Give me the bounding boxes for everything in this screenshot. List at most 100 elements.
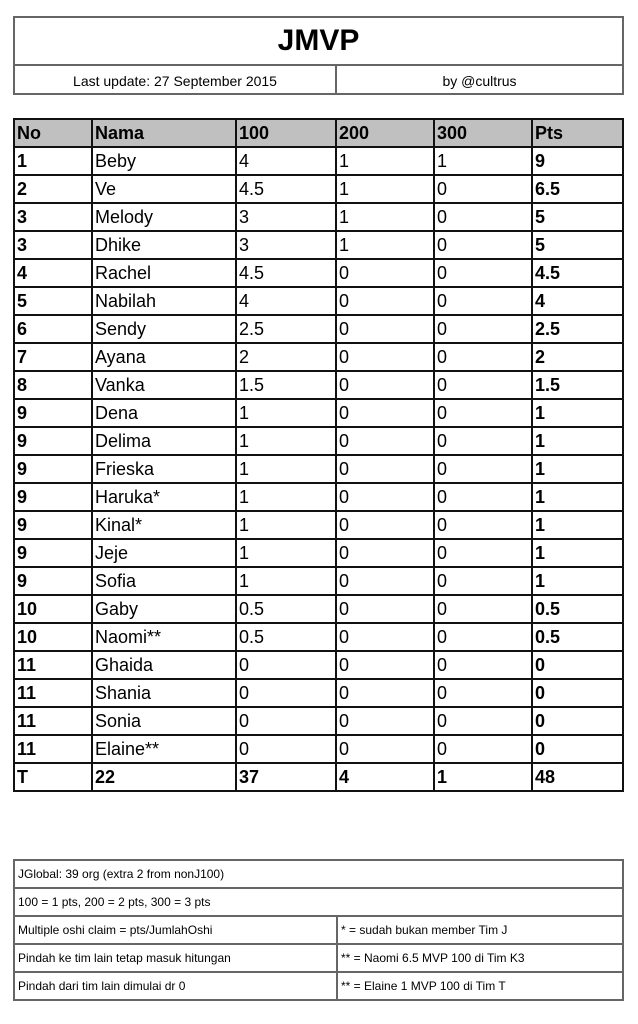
table-row-count-200: 1	[335, 146, 435, 176]
table-total-row-count-100: 37	[235, 762, 337, 792]
table-row-count-300: 0	[433, 286, 533, 316]
table-row-count-300: 0	[433, 174, 533, 204]
table-row-pts: 4	[531, 286, 624, 316]
table-row-count-100: 3	[235, 202, 337, 232]
table-row-count-100: 4	[235, 286, 337, 316]
table-row-no: 9	[13, 398, 93, 428]
table-row-count-200: 1	[335, 230, 435, 260]
table-row-count-300: 0	[433, 314, 533, 344]
table-row-count-300: 0	[433, 398, 533, 428]
table-row-no: 5	[13, 286, 93, 316]
last-update: Last update: 27 September 2015	[15, 66, 337, 95]
table-row-count-300: 0	[433, 202, 533, 232]
table-row-name: Nabilah	[91, 286, 237, 316]
table-row-name: Beby	[91, 146, 237, 176]
table-header: No Nama 100 200 300 Pts	[13, 118, 624, 148]
table-row-name: Gaby	[91, 594, 237, 624]
table-row-count-100: 0.5	[235, 594, 337, 624]
table-row-count-200: 0	[335, 650, 435, 680]
page-title: JMVP	[15, 18, 622, 66]
table-row-count-300: 0	[433, 650, 533, 680]
table-row-count-200: 0	[335, 678, 435, 708]
table-row: 6 Sendy 2.5 0 0 2.5	[13, 314, 624, 344]
table-row-pts: 2.5	[531, 314, 624, 344]
table-row-count-200: 0	[335, 622, 435, 652]
table-row-name: Ve	[91, 174, 237, 204]
table-row-no: 9	[13, 454, 93, 484]
table-row-pts: 1	[531, 566, 624, 596]
table-row: 4 Rachel 4.5 0 0 4.5	[13, 258, 624, 288]
table-row-count-300: 0	[433, 594, 533, 624]
table-row-count-200: 0	[335, 370, 435, 400]
table-row-pts: 5	[531, 230, 624, 260]
table-row-count-200: 0	[335, 510, 435, 540]
table-row-pts: 1	[531, 454, 624, 484]
table-row: 2 Ve 4.5 1 0 6.5	[13, 174, 624, 204]
table-row-count-100: 4	[235, 146, 337, 176]
table-row-count-200: 0	[335, 342, 435, 372]
table-row-no: 11	[13, 650, 93, 680]
table-row-name: Sonia	[91, 706, 237, 736]
table-row-count-200: 0	[335, 482, 435, 512]
table-row-count-100: 1	[235, 566, 337, 596]
table-row: 9 Delima 1 0 0 1	[13, 426, 624, 456]
table-header-name: Nama	[91, 118, 237, 148]
table-row: 11 Shania 0 0 0 0	[13, 678, 624, 708]
note: Pindah ke tim lain tetap masuk hitungan	[13, 943, 338, 973]
table-row-pts: 0	[531, 678, 624, 708]
table-row-count-300: 0	[433, 454, 533, 484]
footnote: ** = Naomi 6.5 MVP 100 di Tim K3	[336, 943, 624, 973]
table-header-count-100: 100	[235, 118, 337, 148]
header-box: JMVP Last update: 27 September 2015 by @…	[13, 16, 624, 95]
table-row-no: 9	[13, 482, 93, 512]
table-row-name: Naomi**	[91, 622, 237, 652]
table-row-name: Jeje	[91, 538, 237, 568]
table-row-pts: 0	[531, 650, 624, 680]
table-total-row: T 22 37 4 1 48	[13, 762, 624, 792]
table-header-no: No	[13, 118, 93, 148]
table-row-name: Ayana	[91, 342, 237, 372]
table-row-pts: 0.5	[531, 622, 624, 652]
table-row: 9 Frieska 1 0 0 1	[13, 454, 624, 484]
table-row-name: Dhike	[91, 230, 237, 260]
footnote: * = sudah bukan member Tim J	[336, 915, 624, 945]
table-header-count-200: 200	[335, 118, 435, 148]
table-row-count-300: 0	[433, 342, 533, 372]
table-row-name: Shania	[91, 678, 237, 708]
table-row-count-200: 1	[335, 202, 435, 232]
table-row-count-100: 0	[235, 706, 337, 736]
table-row-count-200: 1	[335, 174, 435, 204]
table-row-name: Elaine**	[91, 734, 237, 764]
table-row-pts: 0.5	[531, 594, 624, 624]
table-row-pts: 6.5	[531, 174, 624, 204]
table-row-pts: 1	[531, 426, 624, 456]
notes-table: JGlobal: 39 org (extra 2 from nonJ100) 10…	[13, 859, 624, 1001]
note: Pindah dari tim lain dimulai dr 0	[13, 971, 338, 1001]
table-row-count-200: 0	[335, 398, 435, 428]
table-row-count-300: 0	[433, 678, 533, 708]
table-row-no: 2	[13, 174, 93, 204]
table-row-name: Sendy	[91, 314, 237, 344]
table-row: 5 Nabilah 4 0 0 4	[13, 286, 624, 316]
table-row: 10 Naomi** 0.5 0 0 0.5	[13, 622, 624, 652]
table-row-no: 7	[13, 342, 93, 372]
table-row-count-200: 0	[335, 454, 435, 484]
note: 100 = 1 pts, 200 = 2 pts, 300 = 3 pts	[13, 887, 624, 917]
table-row-count-300: 0	[433, 230, 533, 260]
table-row-count-200: 0	[335, 594, 435, 624]
table-row-count-300: 0	[433, 538, 533, 568]
table-row-no: 4	[13, 258, 93, 288]
table-total-row-name: 22	[91, 762, 237, 792]
table-row: 3 Melody 3 1 0 5	[13, 202, 624, 232]
table-row-no: 11	[13, 706, 93, 736]
table-row-count-100: 1	[235, 398, 337, 428]
table-header-count-300: 300	[433, 118, 533, 148]
table-row-pts: 0	[531, 734, 624, 764]
table-row-name: Frieska	[91, 454, 237, 484]
table-row-no: 3	[13, 202, 93, 232]
table-row-no: 10	[13, 622, 93, 652]
mvp-table: No Nama 100 200 300 Pts 1 Beby 4 1 1 9 2 Ve 4.5 1 0 6.5 3 M…	[13, 118, 624, 792]
table-row-name: Delima	[91, 426, 237, 456]
table-row-count-100: 3	[235, 230, 337, 260]
table-row: 9 Sofia 1 0 0 1	[13, 566, 624, 596]
